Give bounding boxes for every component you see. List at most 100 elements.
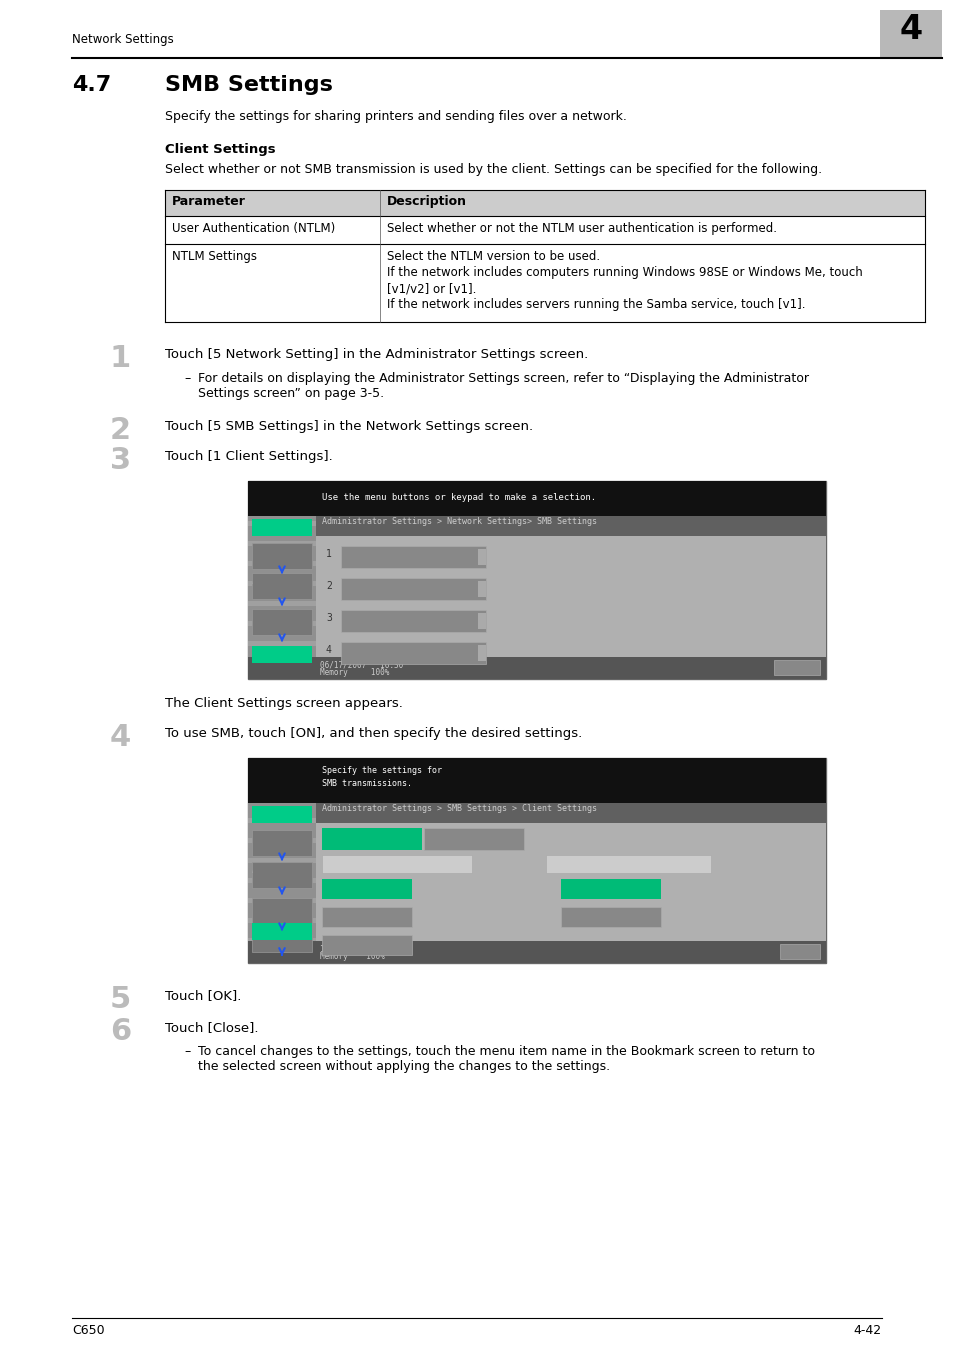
Text: SMB transmissions.: SMB transmissions. <box>322 779 412 788</box>
Text: Direct Hosting Setting: Direct Hosting Setting <box>354 647 472 655</box>
Text: For details on displaying the Administrator Settings screen, refer to “Displayin: For details on displaying the Administra… <box>198 373 808 385</box>
Text: OK: OK <box>794 945 804 954</box>
Text: [v1/v2] or [v1].: [v1/v2] or [v1]. <box>387 282 476 296</box>
Text: Memory     100%: Memory 100% <box>319 668 389 676</box>
Text: WINS Settings: WINS Settings <box>377 614 448 622</box>
Text: V2: V2 <box>361 910 373 919</box>
Bar <box>560 907 660 927</box>
Text: If the network includes computers running Windows 98SE or Windows Me, touch: If the network includes computers runnin… <box>387 266 862 279</box>
Text: 4: 4 <box>110 724 132 752</box>
Bar <box>248 501 315 506</box>
Text: 06/17/2007   16:30: 06/17/2007 16:30 <box>319 660 403 670</box>
Bar <box>248 838 315 842</box>
Text: Network Settings: Network Settings <box>71 32 173 46</box>
Bar <box>252 647 312 663</box>
Bar <box>780 944 820 958</box>
Bar <box>248 859 315 863</box>
Bar <box>340 610 485 632</box>
Text: Utility: Utility <box>266 834 298 842</box>
Bar <box>315 536 825 657</box>
Text: Network: Network <box>266 902 298 911</box>
Bar <box>423 828 523 850</box>
Bar <box>322 855 472 873</box>
Text: Parameter: Parameter <box>172 194 246 208</box>
Text: V1/V2: V1/V2 <box>352 938 381 948</box>
Text: 4: 4 <box>326 645 332 655</box>
Bar <box>248 878 315 883</box>
Text: 1: 1 <box>110 344 132 373</box>
Bar <box>252 936 312 952</box>
Text: Administrator Settings > Network Settings> SMB Settings: Administrator Settings > Network Setting… <box>322 517 597 526</box>
Bar <box>248 757 825 963</box>
Bar <box>248 481 315 679</box>
Bar <box>252 898 312 923</box>
Text: 2: 2 <box>110 416 131 446</box>
Text: 4.7: 4.7 <box>71 76 112 95</box>
Text: Memory    100%: Memory 100% <box>319 952 384 961</box>
Bar <box>248 621 315 626</box>
Bar <box>248 898 315 903</box>
Bar <box>165 190 924 216</box>
Text: OFF: OFF <box>601 910 619 919</box>
Bar <box>252 830 312 856</box>
Text: Utility: Utility <box>266 547 298 556</box>
Bar <box>252 806 312 824</box>
Text: To cancel changes to the settings, touch the menu item name in the Bookmark scre: To cancel changes to the settings, touch… <box>198 1045 814 1058</box>
Text: –: – <box>184 1045 190 1058</box>
Bar <box>248 521 315 526</box>
Text: OFF: OFF <box>464 832 483 842</box>
Text: Settings: Settings <box>263 878 300 887</box>
Text: 5: 5 <box>110 986 132 1014</box>
Bar <box>252 863 312 888</box>
Text: Bookmark: Bookmark <box>263 521 300 531</box>
Text: Use the menu buttons or keypad to make a selection.: Use the menu buttons or keypad to make a… <box>322 493 596 502</box>
Bar <box>879 9 941 58</box>
Bar <box>252 543 312 568</box>
Text: 2: 2 <box>326 580 332 591</box>
Text: Select the NTLM version to be used.: Select the NTLM version to be used. <box>387 250 599 263</box>
Text: ON: ON <box>604 882 617 892</box>
Bar <box>248 778 315 783</box>
Bar <box>322 828 421 850</box>
Text: The Client Settings screen appears.: The Client Settings screen appears. <box>165 697 402 710</box>
Text: If the network includes servers running the Samba service, touch [v1].: If the network includes servers running … <box>387 298 804 311</box>
Text: Settings: Settings <box>263 625 300 634</box>
Bar <box>248 641 315 647</box>
Bar <box>545 855 710 873</box>
Bar <box>252 609 312 634</box>
Text: NTLM Settings: NTLM Settings <box>364 857 429 865</box>
Bar <box>248 958 315 963</box>
Bar <box>248 481 315 486</box>
Text: Administrator Settings > SMB Settings > Client Settings: Administrator Settings > SMB Settings > … <box>322 805 597 813</box>
Text: Touch [OK].: Touch [OK]. <box>165 990 241 1002</box>
Bar <box>477 613 485 629</box>
Bar <box>252 572 312 599</box>
Bar <box>340 578 485 599</box>
Bar <box>248 941 825 963</box>
Bar <box>315 516 825 536</box>
Bar <box>248 662 315 666</box>
Bar <box>248 657 825 679</box>
Text: 11/17/2006  12:37: 11/17/2006 12:37 <box>319 944 398 953</box>
Text: Close: Close <box>783 662 809 670</box>
Bar <box>340 545 485 568</box>
Text: –: – <box>184 373 190 385</box>
Text: User Authentication (NTLM): User Authentication (NTLM) <box>172 221 335 235</box>
Text: Print Settings: Print Settings <box>375 582 450 591</box>
Bar <box>248 757 315 763</box>
Text: User Authentication (NTLM): User Authentication (NTLM) <box>562 857 692 865</box>
Text: C650: C650 <box>71 1324 105 1336</box>
Text: ON: ON <box>365 832 377 842</box>
Bar <box>248 601 315 606</box>
Text: Bookmark: Bookmark <box>263 809 300 817</box>
Bar <box>248 757 315 963</box>
Text: 3: 3 <box>110 446 131 475</box>
Text: 3: 3 <box>326 613 332 622</box>
Text: Select whether or not the NTLM user authentication is performed.: Select whether or not the NTLM user auth… <box>387 221 776 235</box>
Text: Network: Network <box>266 613 298 622</box>
Bar <box>477 645 485 662</box>
Text: Client Settings: Client Settings <box>165 143 275 157</box>
Bar <box>322 936 412 954</box>
Text: Touch [5 SMB Settings] in the Network Settings screen.: Touch [5 SMB Settings] in the Network Se… <box>165 420 533 433</box>
Text: Settings screen” on page 3-5.: Settings screen” on page 3-5. <box>198 387 384 400</box>
